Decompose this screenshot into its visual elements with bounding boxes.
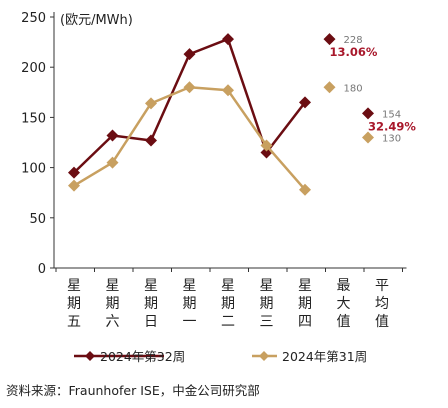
data-point (299, 96, 311, 109)
y-tick-label: 250 (21, 11, 46, 26)
data-point (145, 134, 157, 147)
summary-pct-label: 13.06% (330, 45, 378, 59)
legend-label-2: 2024年第31周 (282, 349, 367, 364)
x-tick-label: 星期日 (144, 278, 158, 330)
summary-value-label: 154 (382, 109, 401, 120)
summary-marker (362, 131, 374, 144)
legend: 2024年第32周 2024年第31周 (74, 349, 367, 364)
summary-value-label: 180 (344, 83, 363, 94)
x-axis: 星期五 星期六 星期日 星期一 星期二 星期三 星期四 最大值 平均值 (54, 267, 407, 330)
legend-marker-2 (259, 351, 269, 361)
summary-value-label: 228 (344, 35, 363, 46)
series-layer (68, 33, 311, 196)
x-tick-label: 星期二 (221, 278, 235, 330)
legend-marker-1 (85, 351, 95, 361)
data-point (183, 81, 196, 94)
data-point (299, 183, 311, 196)
summary-value-label: 130 (382, 133, 401, 144)
summary-marker (362, 107, 374, 120)
y-tick-label: 200 (21, 61, 46, 76)
data-point (260, 139, 273, 152)
data-point (106, 129, 119, 142)
summary-marker (323, 33, 336, 46)
y-tick-label: 50 (29, 212, 46, 227)
data-point (222, 84, 234, 97)
data-point (68, 179, 80, 192)
y-axis: 0 50 100 150 200 250 (21, 11, 55, 277)
summary-pct-label: 32.49% (368, 119, 416, 133)
y-unit-label: (欧元/MWh) (60, 13, 133, 28)
data-point (106, 156, 119, 169)
data-point (68, 166, 80, 179)
x-tick-label: 星期一 (183, 278, 197, 330)
data-point (222, 33, 234, 46)
y-tick-label: 100 (21, 162, 46, 177)
summary-marker (323, 81, 336, 94)
line-chart: (欧元/MWh) 0 50 100 150 200 250 星期五 星期六 星期日 星期一 星期二… (21, 11, 416, 364)
data-point (183, 48, 196, 61)
data-point (145, 97, 157, 110)
source-note: 资料来源：Fraunhofer ISE，中金公司研究部 (6, 383, 260, 398)
y-tick-label: 150 (21, 111, 46, 126)
x-tick-label: 最大值 (337, 278, 351, 330)
x-tick-label: 星期三 (260, 278, 274, 330)
y-tick-label: 0 (38, 262, 46, 277)
legend-label-1: 2024年第32周 (100, 349, 185, 364)
x-tick-label: 星期四 (298, 278, 312, 330)
x-tick-label: 星期六 (106, 278, 120, 330)
x-tick-label: 星期五 (67, 278, 81, 330)
x-tick-label: 平均值 (375, 278, 389, 330)
